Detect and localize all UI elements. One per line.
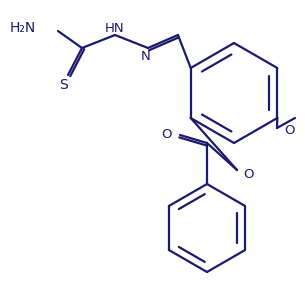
Text: N: N bbox=[141, 50, 151, 63]
Text: O: O bbox=[162, 128, 172, 142]
Text: HN: HN bbox=[105, 22, 125, 35]
Text: O: O bbox=[284, 125, 295, 138]
Text: H₂N: H₂N bbox=[10, 21, 36, 35]
Text: O: O bbox=[243, 168, 253, 181]
Text: S: S bbox=[59, 78, 67, 92]
